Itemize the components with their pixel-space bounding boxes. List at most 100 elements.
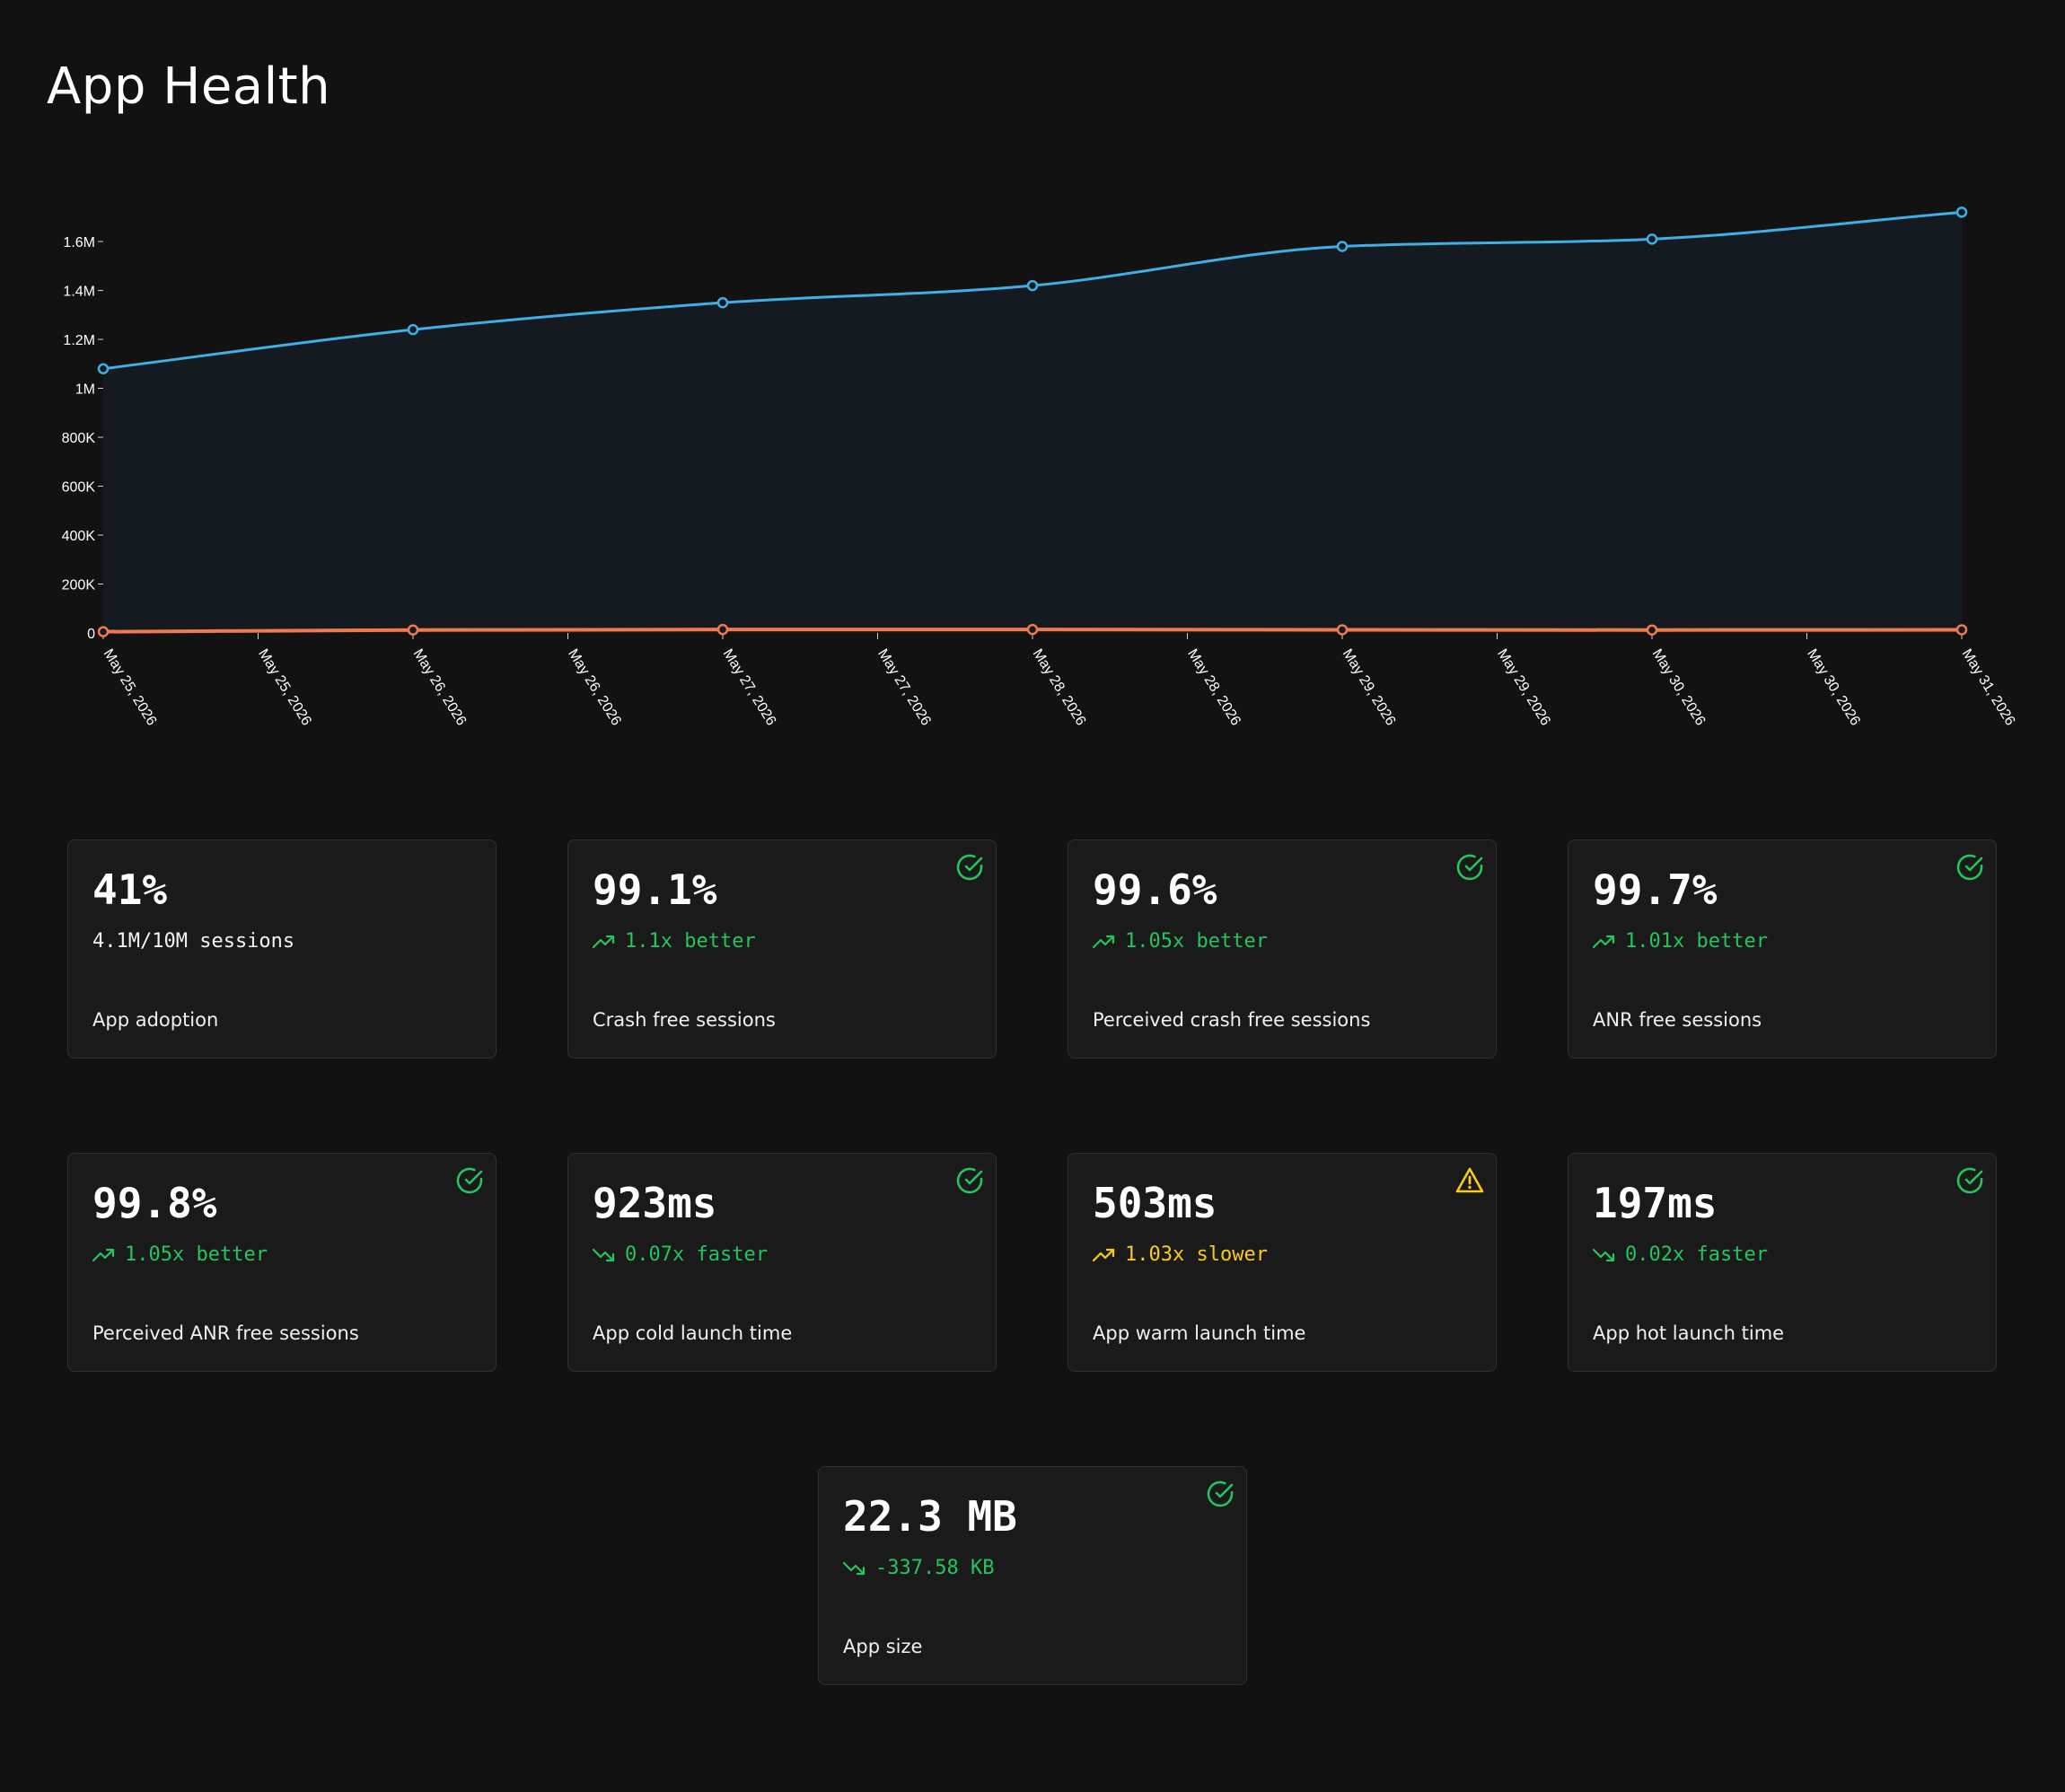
metric-label: Perceived ANR free sessions <box>92 1322 359 1344</box>
page-title: App Health <box>47 57 331 116</box>
metric-card-app-cold-launch-time[interactable]: 923ms 0.07x faster App cold launch time <box>567 1153 997 1372</box>
y-tick-label: 800K <box>62 431 96 446</box>
trend-down-icon <box>593 1248 615 1261</box>
metric-delta-text: 1.01x better <box>1625 930 1768 953</box>
check-circle-icon <box>1956 1167 1983 1194</box>
x-tick-label: May 29, 2026 <box>1494 646 1553 728</box>
series-area-0 <box>103 212 1962 633</box>
metric-delta-text: 1.03x slower <box>1125 1243 1268 1266</box>
metric-delta-text: 0.02x faster <box>1625 1243 1768 1266</box>
metric-value: 22.3 MB <box>843 1492 1017 1541</box>
metric-value: 41% <box>92 865 168 914</box>
check-circle-icon <box>456 1167 483 1194</box>
metric-delta: 0.07x faster <box>593 1243 768 1266</box>
metric-delta: -337.58 KB <box>843 1557 994 1579</box>
y-tick-label: 400K <box>62 529 96 544</box>
x-tick-label: May 28, 2026 <box>1030 646 1089 728</box>
series-0-point <box>407 323 419 336</box>
metric-value: 99.1% <box>593 865 717 914</box>
x-tick-label: May 31, 2026 <box>1959 646 2018 728</box>
metric-delta: 1.01x better <box>1593 930 1768 953</box>
warning-triangle-icon <box>1455 1167 1484 1193</box>
x-tick-label: May 30, 2026 <box>1649 646 1709 728</box>
metric-label: ANR free sessions <box>1593 1009 1762 1031</box>
series-0-point <box>1955 206 1968 218</box>
metric-label: App cold launch time <box>593 1322 793 1344</box>
trend-up-icon <box>92 1248 115 1261</box>
metric-value: 99.7% <box>1593 865 1718 914</box>
metric-label: App adoption <box>92 1009 219 1031</box>
series-0-point <box>716 296 729 309</box>
metric-delta: 1.05x better <box>92 1243 268 1266</box>
x-tick-label: May 26, 2026 <box>565 646 624 728</box>
series-0-point <box>97 363 110 374</box>
metric-card-app-size[interactable]: 22.3 MB -337.58 KB App size <box>818 1466 1247 1685</box>
series-0-point <box>1026 279 1039 292</box>
metric-delta: 1.05x better <box>1093 930 1268 953</box>
metric-label: App warm launch time <box>1093 1322 1306 1344</box>
check-circle-icon <box>956 1167 983 1194</box>
x-tick-label: May 25, 2026 <box>255 646 314 728</box>
metric-delta: 4.1M/10M sessions <box>92 930 294 953</box>
metric-value: 99.6% <box>1093 865 1217 914</box>
y-tick-label: 200K <box>62 578 96 593</box>
y-tick-label: 1.6M <box>63 235 95 250</box>
trend-down-icon <box>1593 1248 1615 1261</box>
x-tick-label: May 26, 2026 <box>410 646 470 728</box>
y-tick-label: 0 <box>87 627 95 642</box>
trend-up-icon <box>1093 935 1115 948</box>
y-tick-label: 1M <box>75 382 95 398</box>
check-circle-icon <box>1207 1480 1234 1507</box>
check-circle-icon <box>1956 854 1983 881</box>
metric-card-perceived-crash-free-sessions[interactable]: 99.6% 1.05x better Perceived crash free … <box>1068 839 1497 1059</box>
metric-value: 99.8% <box>92 1179 217 1227</box>
trend-up-icon <box>593 935 615 948</box>
sessions-line-chart: 0 200K 400K 600K 800K 1M 1.2M 1.4M 1.6M May 25, 2… <box>62 206 2018 728</box>
x-tick-label: May 27, 2026 <box>720 646 779 728</box>
series-1-point <box>97 626 110 637</box>
series-0-point <box>1646 233 1658 245</box>
metric-delta-text: 0.07x faster <box>625 1243 768 1266</box>
metric-label: Perceived crash free sessions <box>1093 1009 1371 1031</box>
x-tick-label: May 27, 2026 <box>874 646 934 728</box>
series-1-point <box>1026 623 1039 636</box>
metric-card-anr-free-sessions[interactable]: 99.7% 1.01x better ANR free sessions <box>1568 839 1997 1059</box>
x-tick-label: May 29, 2026 <box>1340 646 1399 728</box>
metric-card-perceived-anr-free-sessions[interactable]: 99.8% 1.05x better Perceived ANR free se… <box>67 1153 496 1372</box>
trend-up-icon <box>1093 1248 1115 1261</box>
metric-value: 197ms <box>1593 1179 1718 1227</box>
x-tick-label: May 30, 2026 <box>1804 646 1863 728</box>
y-tick-label: 600K <box>62 480 96 496</box>
check-circle-icon <box>1456 854 1483 881</box>
check-circle-icon <box>956 854 983 881</box>
metric-card-app-warm-launch-time[interactable]: 503ms 1.03x slower App warm launch time <box>1068 1153 1497 1372</box>
y-tick-label: 1.2M <box>63 333 95 348</box>
metric-value: 503ms <box>1093 1179 1217 1227</box>
trend-up-icon <box>1593 935 1615 948</box>
metric-card-app-adoption[interactable]: 41% 4.1M/10M sessions App adoption <box>67 839 496 1059</box>
metric-label: App hot launch time <box>1593 1322 1785 1344</box>
metric-delta-text: 1.05x better <box>125 1243 268 1266</box>
metric-delta-text: 4.1M/10M sessions <box>92 930 295 953</box>
x-tick-label: May 25, 2026 <box>101 646 160 728</box>
x-tick-label: May 28, 2026 <box>1184 646 1243 728</box>
series-1-point <box>716 623 729 636</box>
series-1-point <box>1336 624 1349 636</box>
metric-delta: 1.1x better <box>593 930 756 953</box>
metric-card-crash-free-sessions[interactable]: 99.1% 1.1x better Crash free sessions <box>567 839 997 1059</box>
trend-down-icon <box>843 1561 866 1575</box>
metric-delta: 1.03x slower <box>1093 1243 1268 1266</box>
series-1-point <box>1646 624 1658 636</box>
metric-delta-text: -337.58 KB <box>875 1557 995 1579</box>
metric-delta: 0.02x faster <box>1593 1243 1768 1266</box>
metric-label: Crash free sessions <box>593 1009 776 1031</box>
y-tick-label: 1.4M <box>63 285 95 300</box>
series-1-point <box>407 624 419 636</box>
metric-delta-text: 1.1x better <box>625 930 756 953</box>
metric-label: App size <box>843 1636 923 1657</box>
metric-card-app-hot-launch-time[interactable]: 197ms 0.02x faster App hot launch time <box>1568 1153 1997 1372</box>
metric-delta-text: 1.05x better <box>1125 930 1268 953</box>
series-0-point <box>1336 241 1349 252</box>
metric-value: 923ms <box>593 1179 717 1227</box>
series-1-point <box>1955 624 1968 636</box>
